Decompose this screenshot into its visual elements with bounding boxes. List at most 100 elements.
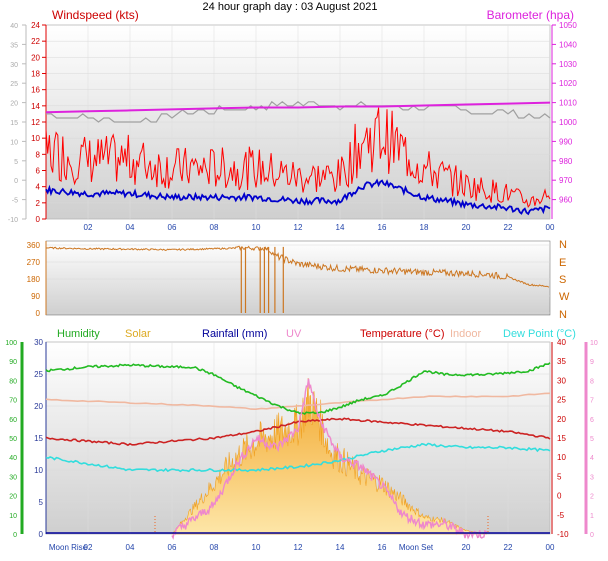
windspeed-tick-label: 2	[36, 199, 41, 208]
temp-right-axis-ticks: -10 -5 0 5 10 15 20 25 30 35 40	[557, 338, 569, 539]
temp-x-tick-label: Moon Rise	[49, 543, 88, 552]
windspeed-tick-label: 22	[31, 37, 40, 46]
direction-tick-label: 90	[31, 292, 40, 301]
outer-tick-label: 25	[10, 81, 18, 88]
windspeed-tick-label: 4	[36, 183, 41, 192]
humidity-tick-label: 60	[9, 417, 17, 424]
wind-x-tick-label: 04	[126, 223, 135, 232]
temp-right-tick-label: 10	[557, 453, 566, 462]
temp-x-tick-label: Moon Set	[399, 543, 434, 552]
humidity-tick-label: 90	[9, 359, 17, 366]
temp-left-axis-ticks: 0 5 10 15 20 25 30	[34, 338, 43, 539]
barometer-axis-ticks: 960 970 980 990 1000 1010 1020 1030 1040 1050	[552, 21, 577, 205]
temp-x-tick-label: 02	[84, 543, 93, 552]
direction-line	[45, 245, 550, 288]
temp-right-tick-label: 30	[557, 376, 566, 385]
wind-x-ticks: 02 04 06 08 10 12 14 16 18 20 22 00	[84, 223, 555, 232]
humidity-axis-ticks: 0 10 20 30 40 50 60 70 80 90 100	[5, 340, 17, 539]
wind-x-tick-label: 18	[420, 223, 429, 232]
temp-right-tick-label: 20	[557, 415, 566, 424]
temp-x-tick-label: 22	[504, 543, 513, 552]
uv-tick-label: 9	[590, 359, 594, 366]
windspeed-tick-label: 18	[31, 70, 40, 79]
temp-left-tick-label: 30	[34, 338, 43, 347]
direction-tick-label: 180	[27, 275, 41, 284]
legend-entry: Dew Point (°C)	[503, 328, 576, 340]
average-wind-line	[45, 178, 551, 216]
uv-tick-label: 8	[590, 378, 594, 385]
legend-entry: Rainfall (mm)	[202, 328, 267, 340]
outer-tick-label: 5	[14, 159, 18, 166]
outer-tick-label: 30	[10, 62, 18, 69]
outer-tick-label: -5	[12, 198, 18, 205]
windspeed-tick-label: 8	[36, 150, 41, 159]
solar-area	[171, 377, 488, 535]
barometer-tick-label: 990	[559, 137, 573, 146]
wind-x-tick-label: 12	[294, 223, 303, 232]
wind-gridlines	[46, 24, 551, 220]
humidity-tick-label: 0	[13, 532, 17, 539]
compass-tick-label: W	[559, 291, 570, 303]
uv-tick-label: 10	[590, 340, 598, 347]
outer-tick-label: 0	[14, 178, 18, 185]
uv-tick-label: 6	[590, 417, 594, 424]
temp-legend: Humidity Solar Rainfall (mm) UV Temperature …	[57, 328, 576, 340]
direction-plot-area	[45, 240, 551, 316]
outer-tick-label: 10	[10, 139, 18, 146]
temp-x-tick-label: 08	[210, 543, 219, 552]
windspeed-tick-label: 10	[31, 134, 40, 143]
humidity-tick-label: 50	[9, 436, 17, 443]
temperature-line	[45, 417, 551, 447]
temp-x-tick-label: 04	[126, 543, 135, 552]
temp-left-tick-label: 10	[34, 466, 43, 475]
uv-tick-label: 7	[590, 398, 594, 405]
uv-tick-label: 5	[590, 436, 594, 443]
outer-tick-label: 20	[10, 101, 18, 108]
wind-direction-series	[45, 245, 550, 313]
temp-x-tick-label: 14	[336, 543, 345, 552]
barometer-line	[45, 101, 551, 114]
windspeed-tick-label: 16	[31, 86, 40, 95]
barometer-tick-label: 980	[559, 157, 573, 166]
uv-tick-label: 4	[590, 455, 594, 462]
barometer-tick-label: 970	[559, 176, 573, 185]
temp-left-tick-label: 5	[39, 498, 44, 507]
humidity-tick-label: 70	[9, 398, 17, 405]
windspeed-line	[45, 107, 551, 209]
temp-x-tick-label: 16	[378, 543, 387, 552]
barometer-tick-label: 1010	[559, 99, 577, 108]
temp-right-tick-label: 5	[557, 472, 562, 481]
barometer-tick-label: 960	[559, 196, 573, 205]
grey-trace-line	[46, 100, 551, 123]
temp-x-tick-label: 10	[252, 543, 261, 552]
temp-x-tick-label: 12	[294, 543, 303, 552]
direction-tick-label: 360	[27, 241, 41, 250]
wind-x-tick-label: 02	[84, 223, 93, 232]
temp-left-tick-label: 25	[34, 370, 43, 379]
barometer-legend: Barometer (hpa)	[487, 8, 574, 22]
windspeed-tick-label: 20	[31, 53, 40, 62]
wind-x-tick-label: 06	[168, 223, 177, 232]
uv-tick-label: 1	[590, 513, 594, 520]
legend-entry: Solar	[125, 328, 151, 340]
temp-right-tick-label: 35	[557, 357, 566, 366]
compass-tick-label: N	[559, 239, 567, 251]
barometer-tick-label: 1030	[559, 60, 577, 69]
outer-tick-label: 40	[10, 23, 18, 30]
outer-axis-ticks: -10 -5 0 5 10 15 20 25 30 35 40	[8, 23, 26, 224]
legend-entry: Humidity	[57, 328, 100, 340]
windspeed-legend: Windspeed (kts)	[52, 8, 139, 22]
wind-x-tick-label: 16	[378, 223, 387, 232]
humidity-tick-label: 40	[9, 455, 17, 462]
humidity-tick-label: 20	[9, 494, 17, 501]
outer-tick-label: -10	[8, 217, 18, 224]
compass-tick-label: E	[559, 257, 566, 269]
temp-right-tick-label: -10	[557, 530, 569, 539]
compass-tick-label: N	[559, 309, 567, 321]
